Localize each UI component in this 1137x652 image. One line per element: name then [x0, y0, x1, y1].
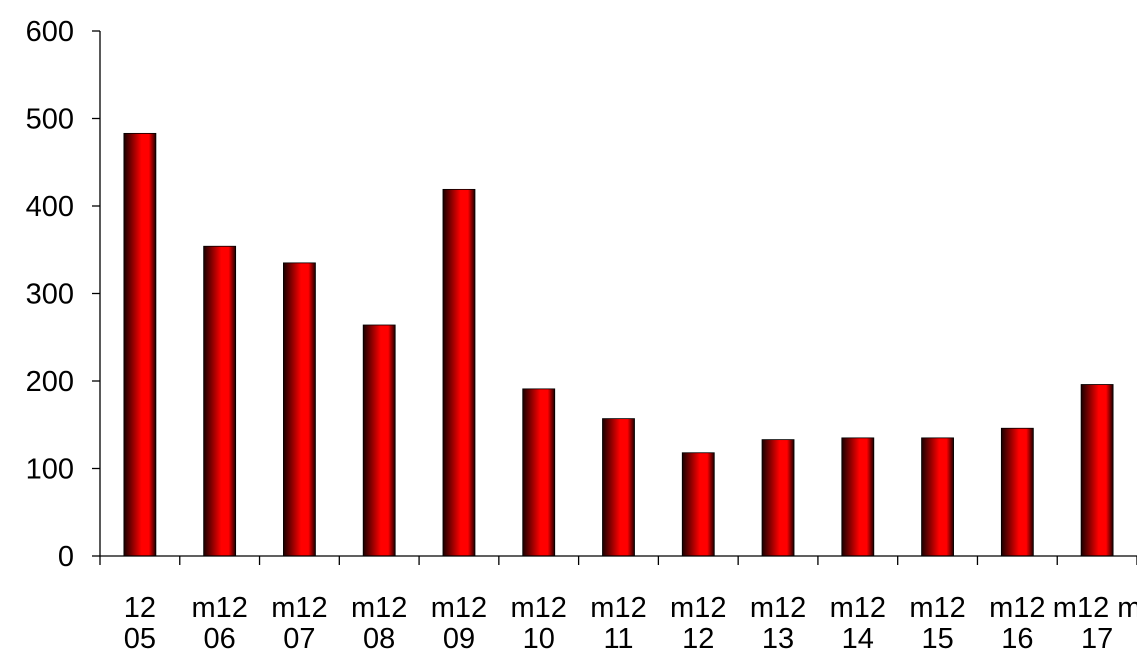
bar — [522, 388, 556, 557]
x-tick-label: m12 — [750, 592, 806, 624]
x-tick-label: m12 m — [1053, 592, 1137, 624]
bar — [123, 132, 157, 557]
bar — [362, 324, 396, 557]
bar — [1080, 384, 1114, 557]
bar — [681, 452, 715, 557]
x-tick-label: 15 — [921, 623, 953, 652]
x-tick-label: m12 — [830, 592, 886, 624]
bar — [841, 437, 875, 557]
y-tick-label: 200 — [26, 366, 74, 398]
y-tick-label: 400 — [26, 191, 74, 223]
x-tick-label: m12 — [909, 592, 965, 624]
x-tick-label: 17 — [1081, 623, 1113, 652]
x-tick-label: 05 — [124, 623, 156, 652]
bar — [203, 245, 237, 557]
bar — [1000, 427, 1034, 557]
x-tick-label: 10 — [523, 623, 555, 652]
x-tick-label: 09 — [443, 623, 475, 652]
bar — [761, 439, 795, 557]
x-tick-label: m12 — [351, 592, 407, 624]
x-tick-label: 16 — [1001, 623, 1033, 652]
x-tick-label: 06 — [204, 623, 236, 652]
x-tick-label: m12 — [511, 592, 567, 624]
bar — [602, 418, 635, 557]
x-tick-label: m12 — [271, 592, 327, 624]
x-tick-label: 12 — [682, 623, 714, 652]
x-tick-label: 14 — [842, 623, 874, 652]
x-tick-label: m12 — [431, 592, 487, 624]
y-axis-ticks — [92, 30, 100, 557]
bar — [921, 437, 954, 557]
x-tick-label: m12 — [590, 592, 646, 624]
x-tick-label: 08 — [363, 623, 395, 652]
y-axis-labels: 0 100 200 300 400 500 600 — [26, 16, 74, 573]
x-tick-label: m12 — [191, 592, 247, 624]
bar — [442, 188, 476, 557]
x-tick-label: 07 — [283, 623, 315, 652]
x-tick-label: 12 — [124, 592, 156, 624]
x-tick-label: m12 — [670, 592, 726, 624]
y-tick-label: 100 — [26, 454, 74, 486]
y-tick-label: 300 — [26, 279, 74, 311]
x-axis-ticks — [99, 556, 1137, 565]
x-tick-label: 13 — [762, 623, 794, 652]
y-tick-label: 600 — [26, 16, 74, 48]
bars — [123, 132, 1114, 557]
y-tick-label: 500 — [26, 104, 74, 136]
y-tick-label: 0 — [58, 541, 74, 573]
x-tick-label: 11 — [603, 623, 633, 652]
bar — [283, 262, 316, 557]
x-axis-labels: 1205m1206m1207m1208m1209m1210m1211m1212m… — [124, 592, 1137, 652]
x-tick-label: m12 — [989, 592, 1045, 624]
